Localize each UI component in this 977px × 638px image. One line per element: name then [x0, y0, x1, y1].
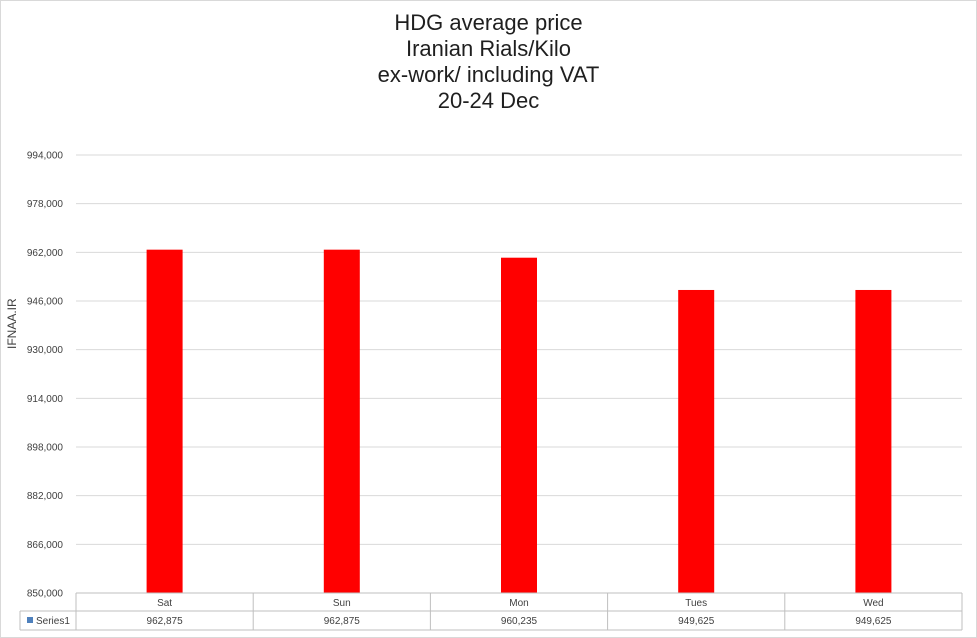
bar: [501, 257, 537, 593]
chart-title: HDG average price Iranian Rials/Kilo ex-…: [0, 10, 977, 114]
data-table-value: 962,875: [147, 616, 184, 627]
y-tick-label: 946,000: [27, 297, 64, 308]
bar: [855, 289, 892, 593]
bar: [323, 249, 360, 593]
data-table-value: 949,625: [855, 616, 892, 627]
legend-swatch: [27, 617, 33, 623]
chart-title-line-2: Iranian Rials/Kilo: [405, 36, 572, 61]
y-tick-label: 866,000: [27, 540, 64, 551]
y-tick-label: 898,000: [27, 443, 64, 454]
x-category-label: Sat: [157, 598, 172, 609]
y-tick-label: 962,000: [27, 248, 64, 259]
x-category-label: Tues: [685, 598, 707, 609]
chart-title-line-1: HDG average price: [394, 10, 583, 35]
legend-series-label: Series1: [36, 616, 70, 627]
y-tick-label: 930,000: [27, 345, 64, 356]
x-category-label: Mon: [509, 598, 528, 609]
y-tick-label: 850,000: [27, 589, 64, 600]
bar: [678, 289, 715, 593]
y-tick-label: 882,000: [27, 491, 64, 502]
x-category-label: Wed: [863, 598, 883, 609]
y-tick-label: 978,000: [27, 199, 64, 210]
data-table-value: 960,235: [501, 616, 538, 627]
data-table-value: 962,875: [324, 616, 361, 627]
chart-title-line-4: 20-24 Dec: [437, 88, 540, 113]
y-tick-label: 914,000: [27, 394, 64, 405]
chart-title-line-3: ex-work/ including VAT: [377, 62, 600, 87]
bar: [146, 249, 183, 593]
x-category-label: Sun: [333, 598, 351, 609]
data-table-value: 949,625: [678, 616, 715, 627]
y-tick-label: 994,000: [27, 151, 64, 162]
